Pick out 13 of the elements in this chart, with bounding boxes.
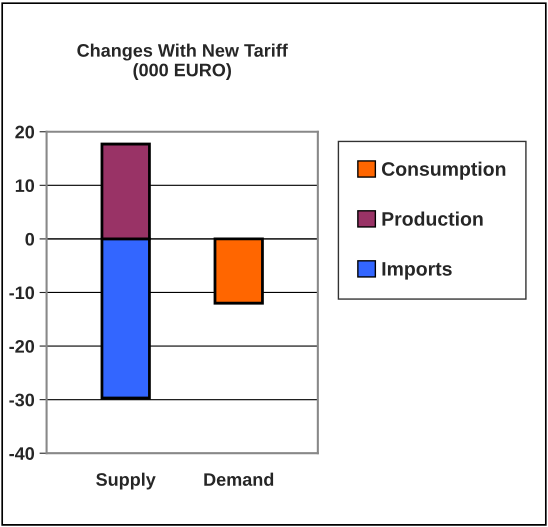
x-tick-label: Demand bbox=[204, 472, 274, 486]
y-tick-label: 0 bbox=[25, 232, 34, 246]
chart-title: Changes With New Tariff (000 EURO) bbox=[77, 44, 288, 80]
y-tick-label: -40 bbox=[9, 447, 34, 460]
y-tick-label: 20 bbox=[15, 126, 34, 138]
legend-label: Consumption bbox=[382, 162, 506, 180]
y-tick-label: -20 bbox=[9, 340, 34, 353]
y-tick-label: -30 bbox=[9, 394, 34, 406]
y-tick-label: -10 bbox=[9, 286, 34, 300]
legend-label: Production bbox=[382, 212, 483, 226]
legend-label: Imports bbox=[382, 262, 452, 280]
x-tick-label: Supply bbox=[96, 472, 156, 490]
y-tick-label: 10 bbox=[16, 179, 34, 192]
